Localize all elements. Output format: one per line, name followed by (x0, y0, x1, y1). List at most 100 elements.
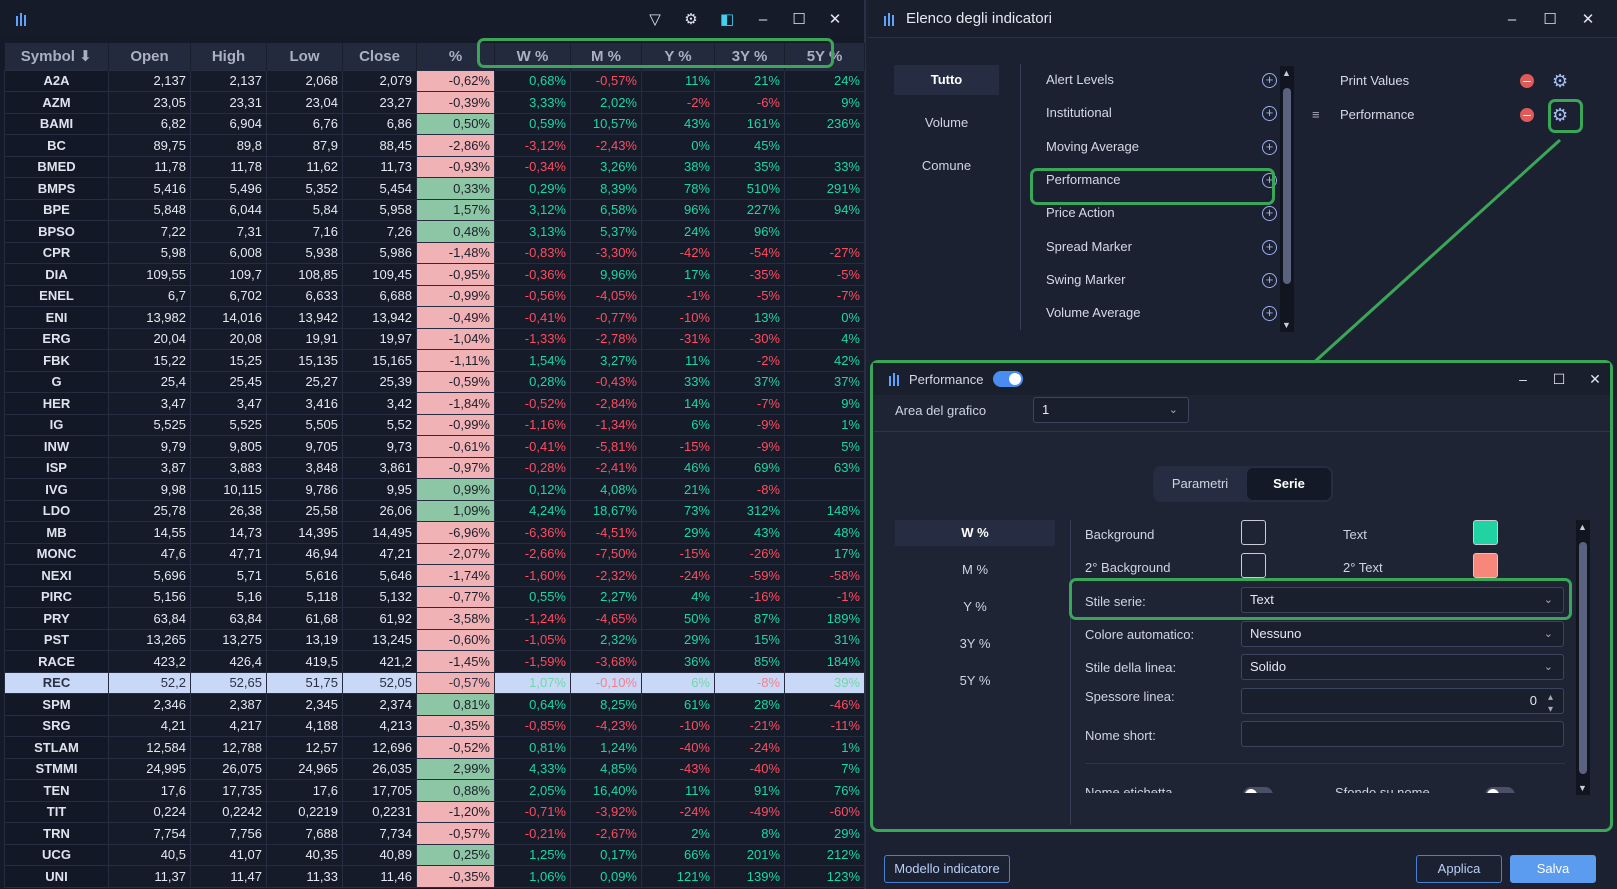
table-row[interactable]: MB 14,55 14,73 14,395 14,495 -6,96% -6,36% -4,5… (4, 521, 865, 544)
maximize-button[interactable]: ☐ (1552, 370, 1566, 387)
add-icon[interactable]: + (1262, 73, 1277, 88)
filter-icon[interactable]: ▽ (649, 11, 661, 28)
spessore-linea-input[interactable]: 0 ▴ ▾ (1241, 688, 1564, 715)
modello-indicatore-button[interactable]: Modello indicatore (884, 855, 1010, 883)
series-item[interactable]: 5Y % (959, 673, 991, 688)
column-header[interactable]: W % (494, 43, 571, 70)
table-row[interactable]: CPR 5,98 6,008 5,938 5,986 -1,48% -0,83% -3,30%… (4, 241, 865, 264)
table-row[interactable]: UCG 40,5 41,07 40,35 40,89 0,25% 1,25% 0,17% 66%… (4, 843, 865, 866)
settings-icon[interactable]: ⚙ (684, 11, 698, 28)
nome-short-input[interactable] (1241, 721, 1564, 747)
close-button[interactable]: ✕ (1589, 370, 1601, 387)
table-row[interactable]: PRY 63,84 63,84 61,68 61,92 -3,58% -1,24% -4,65… (4, 607, 865, 630)
indicator-item[interactable]: Institutional + (1046, 97, 1281, 129)
applica-button[interactable]: Applica (1416, 855, 1502, 883)
table-row[interactable]: UNI 11,37 11,47 11,33 11,46 -0,35% 1,06% 0,09% 1… (4, 865, 865, 888)
maximize-button[interactable]: ☐ (1543, 11, 1557, 28)
indicator-item[interactable]: Spread Marker + (1046, 231, 1281, 263)
table-row[interactable]: BMPS 5,416 5,496 5,352 5,454 0,33% 0,29% 8,39% 7… (4, 177, 865, 200)
table-row[interactable]: IG 5,525 5,525 5,505 5,52 -0,99% -1,16% -1,34% 6… (4, 413, 865, 436)
panel-toggle-icon[interactable]: ◧ (720, 11, 735, 28)
text2-color-swatch[interactable] (1473, 553, 1498, 578)
add-icon[interactable]: + (1262, 106, 1277, 122)
nome-etichetta-toggle[interactable] (1243, 787, 1273, 793)
column-header[interactable]: Y % (641, 43, 715, 70)
add-icon[interactable]: + (1262, 206, 1277, 222)
remove-icon[interactable]: – (1520, 73, 1534, 88)
table-row[interactable]: NEXI 5,696 5,71 5,616 5,646 -1,74% -1,60% -2,32… (4, 564, 865, 587)
indicator-item[interactable]: Moving Average + (1046, 131, 1281, 163)
gear-icon[interactable]: ⚙ (1552, 71, 1569, 91)
close-button[interactable]: ✕ (1581, 11, 1595, 28)
column-header[interactable]: 3Y % (714, 43, 785, 70)
table-row[interactable]: SPM 2,346 2,387 2,345 2,374 0,81% 0,64% 8,25% 61… (4, 693, 865, 716)
scrollbar-thumb[interactable] (1283, 88, 1291, 284)
indicator-item[interactable]: Volume Average + (1046, 297, 1281, 329)
column-header[interactable]: Open (108, 43, 191, 70)
column-header[interactable]: 5Y % (784, 43, 865, 70)
table-row[interactable]: BPSO 7,22 7,31 7,16 7,26 0,48% 3,13% 5,37% 24% 96… (4, 220, 865, 243)
table-row[interactable]: MONC 47,6 47,71 46,94 47,21 -2,07% -2,66% -7,50… (4, 542, 865, 565)
background-color-swatch[interactable] (1241, 520, 1266, 545)
table-row[interactable]: HER 3,47 3,47 3,416 3,42 -1,84% -0,52% -2,84% 14… (4, 392, 865, 415)
table-row[interactable]: BMED 11,78 11,78 11,62 11,73 -0,93% -0,34% 3,26… (4, 155, 865, 178)
drag-handle-icon[interactable]: ≡ (1312, 107, 1320, 122)
add-icon[interactable]: + (1262, 172, 1277, 188)
table-row[interactable]: AZM 23,05 23,31 23,04 23,27 -0,39% 3,33% 2,02% -… (4, 91, 865, 114)
selected-indicator-performance[interactable]: ≡ Performance – ⚙ (1312, 100, 1598, 130)
enabled-toggle[interactable] (993, 371, 1024, 387)
add-icon[interactable]: + (1262, 306, 1277, 322)
table-row[interactable]: ENEL 6,7 6,702 6,633 6,688 -0,99% -0,56% -4,05%… (4, 284, 865, 307)
add-icon[interactable]: + (1262, 239, 1277, 255)
salva-button[interactable]: Salva (1510, 855, 1596, 883)
add-icon[interactable]: + (1262, 272, 1277, 288)
selected-indicator-print-values[interactable]: Print Values – ⚙ (1328, 66, 1598, 96)
table-row[interactable]: TIT 0,224 0,2242 0,2219 0,2231 -1,20% -0,71% -3… (4, 800, 865, 823)
table-row[interactable]: ISP 3,87 3,883 3,848 3,861 -0,97% -0,28% -2,41%… (4, 456, 865, 479)
table-row[interactable]: SRG 4,21 4,217 4,188 4,213 -0,35% -0,85% -4,23%… (4, 714, 865, 737)
table-row[interactable]: RACE 423,2 426,4 419,5 421,2 -1,45% -1,59% -3,6… (4, 650, 865, 673)
text-color-swatch[interactable] (1473, 520, 1498, 545)
table-row[interactable]: G 25,4 25,45 25,27 25,39 -0,59% 0,28% -0,43% 33%… (4, 370, 865, 393)
table-row[interactable]: A2A 2,137 2,137 2,068 2,079 -0,62% 0,68% -0,57%… (4, 69, 865, 92)
area-select[interactable]: 1 ⌄ (1033, 397, 1189, 423)
column-header[interactable]: Symbol ⬇ (4, 43, 109, 70)
series-item[interactable]: W % (895, 520, 1055, 546)
dialog-scrollbar[interactable]: ▲ ▼ (1576, 520, 1590, 795)
table-row[interactable]: ENI 13,982 14,016 13,942 13,942 -0,49% -0,41% -… (4, 306, 865, 329)
close-button[interactable]: ✕ (828, 11, 842, 28)
table-row[interactable]: FBK 15,22 15,25 15,135 15,165 -1,11% 1,54% 3,27… (4, 349, 865, 372)
sfondo-nome-toggle[interactable] (1485, 787, 1515, 793)
column-header[interactable]: Close (342, 43, 417, 70)
gear-icon[interactable]: ⚙ (1552, 105, 1569, 125)
indicator-item[interactable]: Price Action + (1046, 197, 1281, 229)
maximize-button[interactable]: ☐ (792, 11, 806, 28)
category-tutto[interactable]: Tutto (894, 65, 999, 95)
table-row[interactable]: INW 9,79 9,805 9,705 9,73 -0,61% -0,41% -5,81% -… (4, 435, 865, 458)
table-row[interactable]: LDO 25,78 26,38 25,58 26,06 1,09% 4,24% 18,67% 7… (4, 499, 865, 522)
indicator-item[interactable]: Alert Levels + (1046, 64, 1281, 96)
table-row[interactable]: PST 13,265 13,275 13,19 13,245 -0,60% -1,05% 2,… (4, 628, 865, 651)
add-icon[interactable]: + (1262, 139, 1277, 155)
minimize-button[interactable]: – (1507, 10, 1517, 28)
stile-linea-select[interactable]: Solido ⌄ (1241, 654, 1564, 680)
minimize-button[interactable]: – (1519, 371, 1527, 387)
column-header[interactable]: High (190, 43, 267, 70)
indicators-scrollbar[interactable]: ▲ ▼ (1280, 66, 1294, 332)
colore-automatico-select[interactable]: Nessuno ⌄ (1241, 621, 1564, 647)
stile-serie-select[interactable]: Text ⌄ (1241, 587, 1564, 613)
tab-parametri[interactable]: Parametri (1171, 476, 1229, 491)
series-item[interactable]: 3Y % (959, 636, 991, 651)
stepper-icon[interactable]: ▴ ▾ (1547, 692, 1553, 715)
remove-icon[interactable]: – (1520, 107, 1534, 122)
indicator-item[interactable]: Performance + (1046, 164, 1281, 196)
minimize-button[interactable]: – (758, 10, 768, 28)
column-header[interactable]: Low (266, 43, 343, 70)
table-row[interactable]: BAMI 6,82 6,904 6,76 6,86 0,50% 0,59% 10,57% 43%… (4, 112, 865, 135)
column-header[interactable]: % (416, 43, 495, 70)
table-row[interactable]: STLAM 12,584 12,788 12,57 12,696 -0,52% 0,81% 1… (4, 736, 865, 759)
table-row[interactable]: PIRC 5,156 5,16 5,118 5,132 -0,77% 0,55% 2,27% 4… (4, 585, 865, 608)
series-item[interactable]: M % (962, 562, 988, 577)
category-comune[interactable]: Comune (921, 158, 972, 173)
table-row[interactable]: DIA 109,55 109,7 108,85 109,45 -0,95% -0,36% 9,… (4, 263, 865, 286)
